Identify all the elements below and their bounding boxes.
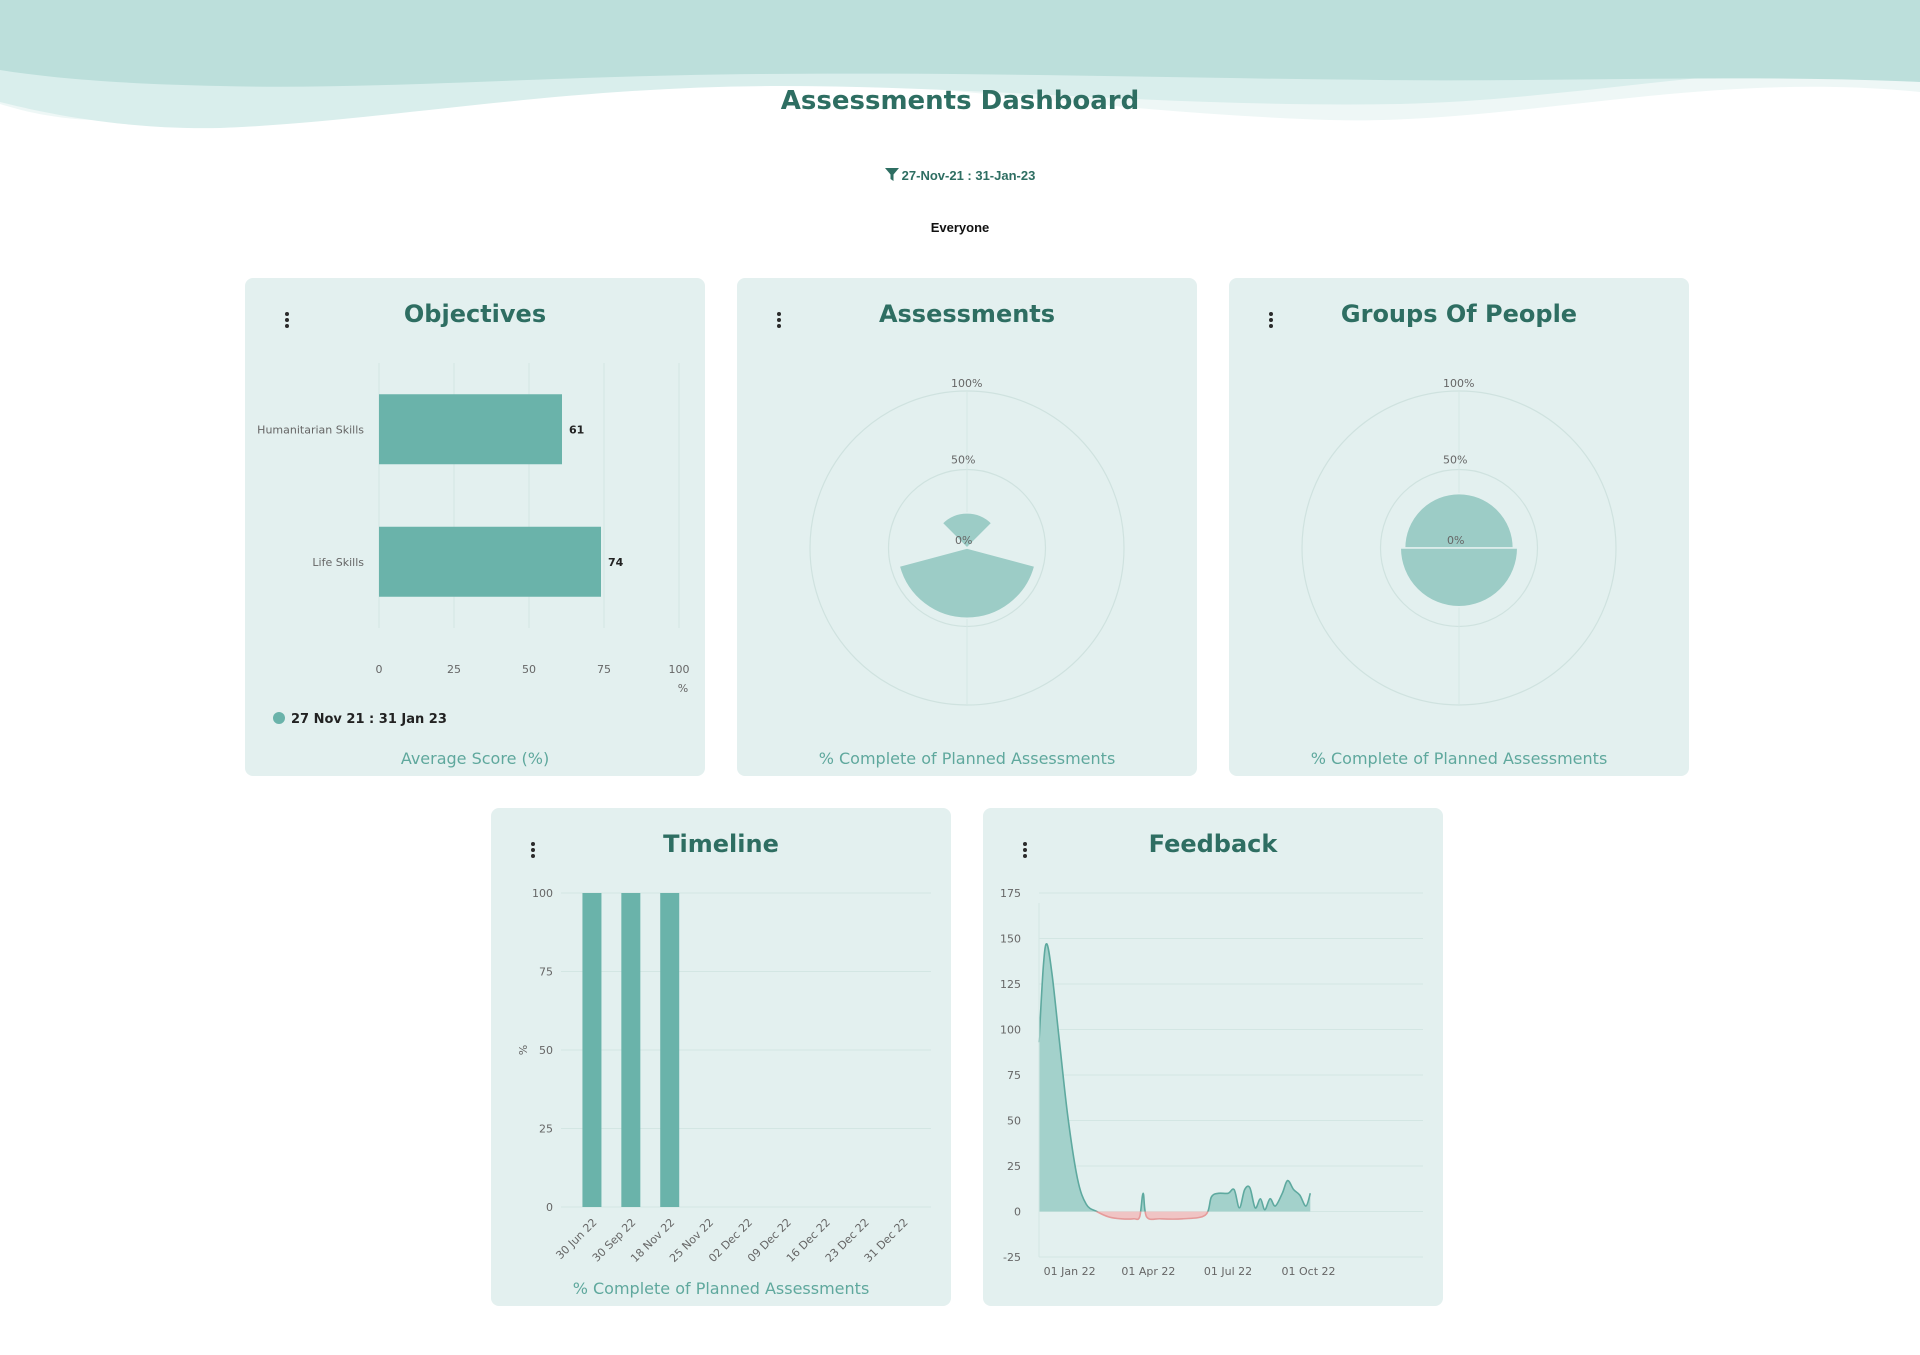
feedback-card: Feedback -25 0 25 50 75 100 125 150 175 01 Jan 22…	[983, 808, 1443, 1306]
data-label: 74	[608, 556, 624, 569]
date-filter-label: 27-Nov-21 : 31-Jan-23	[901, 168, 1036, 183]
date-filter[interactable]: 27-Nov-21 : 31-Jan-23	[0, 168, 1920, 183]
assessments-menu-button[interactable]	[773, 310, 785, 330]
kebab-icon	[1023, 842, 1027, 846]
y-tick-label: 175	[1000, 887, 1021, 900]
y-tick-label: 0	[546, 1201, 553, 1214]
bar	[379, 394, 562, 465]
bar	[621, 893, 641, 1207]
r-tick-label: 100%	[951, 377, 982, 390]
groups-title: Groups Of People	[1340, 300, 1578, 328]
filter-icon	[884, 168, 899, 181]
y-tick-label: 150	[1000, 933, 1021, 946]
legend-label: 27 Nov 21 : 31 Jan 23	[291, 712, 447, 727]
r-tick-label: 0%	[1447, 534, 1464, 547]
header-wave-decoration	[0, 0, 1920, 129]
area-negative	[1039, 1211, 1311, 1220]
timeline-caption: % Complete of Planned Assessments	[572, 1279, 870, 1298]
polar-sector	[941, 512, 993, 550]
x-tick-label: 01 Oct 22	[1282, 1265, 1336, 1278]
feedback-area-chart: -25 0 25 50 75 100 125 150 175 01 Jan 22 01 Apr 22…	[1000, 887, 1423, 1278]
area-positive	[1039, 943, 1311, 1212]
r-tick-label: 100%	[1443, 377, 1474, 390]
page-title: Assessments Dashboard	[780, 86, 1140, 116]
objectives-title: Objectives	[403, 300, 547, 328]
kebab-icon	[285, 312, 289, 316]
objectives-caption: Average Score (%)	[400, 749, 550, 768]
objectives-bar-chart: 0 25 50 75 100% Humanitarian Skills 61 Life Ski…	[257, 363, 690, 695]
y-tick-label: 50	[1007, 1115, 1021, 1128]
groups-card: Groups Of People 0% 50% 100% % Complete of…	[1229, 278, 1689, 776]
x-tick-label: 01 Jan 22	[1044, 1265, 1096, 1278]
polar-sector	[1403, 493, 1515, 549]
y-tick-label: 75	[1007, 1069, 1021, 1082]
r-tick-label: 50%	[1443, 454, 1467, 467]
x-axis-unit: %	[678, 682, 688, 695]
y-category-label: Life Skills	[312, 556, 364, 569]
polar-sector	[898, 547, 1036, 619]
assessments-polar-chart: 0% 50% 100%	[809, 377, 1125, 706]
kebab-icon	[1269, 312, 1273, 316]
bar	[582, 893, 602, 1207]
y-tick-label: 0	[1014, 1206, 1021, 1219]
x-tick-label: 100	[669, 663, 690, 676]
groups-menu-button[interactable]	[1265, 310, 1277, 330]
kebab-icon	[531, 842, 535, 846]
y-tick-label: 125	[1000, 978, 1021, 991]
assessments-title: Assessments	[878, 300, 1056, 328]
assessments-caption: % Complete of Planned Assessments	[818, 749, 1116, 768]
y-tick-label: 75	[539, 966, 553, 979]
x-tick-label: 01 Jul 22	[1204, 1265, 1252, 1278]
objectives-card: Objectives 0 25 50 75 100% Humanitarian Skill…	[245, 278, 705, 776]
feedback-title: Feedback	[1148, 830, 1278, 858]
polar-sector	[1399, 547, 1519, 608]
y-category-label: Humanitarian Skills	[257, 423, 364, 436]
r-tick-label: 0%	[955, 534, 972, 547]
y-axis-unit: %	[516, 1045, 529, 1055]
timeline-menu-button[interactable]	[527, 840, 539, 860]
data-label: 61	[569, 423, 584, 436]
kebab-icon	[777, 312, 781, 316]
assessments-card: Assessments 0% 50% 100% % Complete of Plan…	[737, 278, 1197, 776]
feedback-menu-button[interactable]	[1019, 840, 1031, 860]
r-tick-label: 50%	[951, 454, 975, 467]
bar	[660, 893, 680, 1207]
x-tick-label: 01 Apr 22	[1121, 1265, 1175, 1278]
groups-caption: % Complete of Planned Assessments	[1310, 749, 1608, 768]
audience-filter[interactable]: Everyone	[930, 220, 990, 235]
y-tick-label: 25	[1007, 1160, 1021, 1173]
series-line	[1038, 942, 1312, 1212]
timeline-title: Timeline	[663, 830, 779, 858]
x-tick-label: 75	[597, 663, 611, 676]
x-tick-label: 50	[522, 663, 536, 676]
y-tick-label: 50	[539, 1044, 553, 1057]
objectives-legend[interactable]: 27 Nov 21 : 31 Jan 23	[273, 712, 447, 727]
legend-dot-icon	[273, 712, 285, 724]
y-tick-label: 100	[532, 887, 553, 900]
y-tick-label: 100	[1000, 1024, 1021, 1037]
objectives-menu-button[interactable]	[281, 310, 293, 330]
groups-polar-chart: 0% 50% 100%	[1301, 377, 1617, 706]
series-line-negative	[1094, 1211, 1209, 1221]
x-tick-label: 25	[447, 663, 461, 676]
bar	[379, 526, 601, 597]
timeline-card: Timeline 0 25 50 75 100% 30 Jun 22 30 Sep 22 18…	[491, 808, 951, 1306]
y-tick-label: 25	[539, 1123, 553, 1136]
y-tick-label: -25	[1003, 1251, 1021, 1264]
x-tick-label: 0	[376, 663, 383, 676]
